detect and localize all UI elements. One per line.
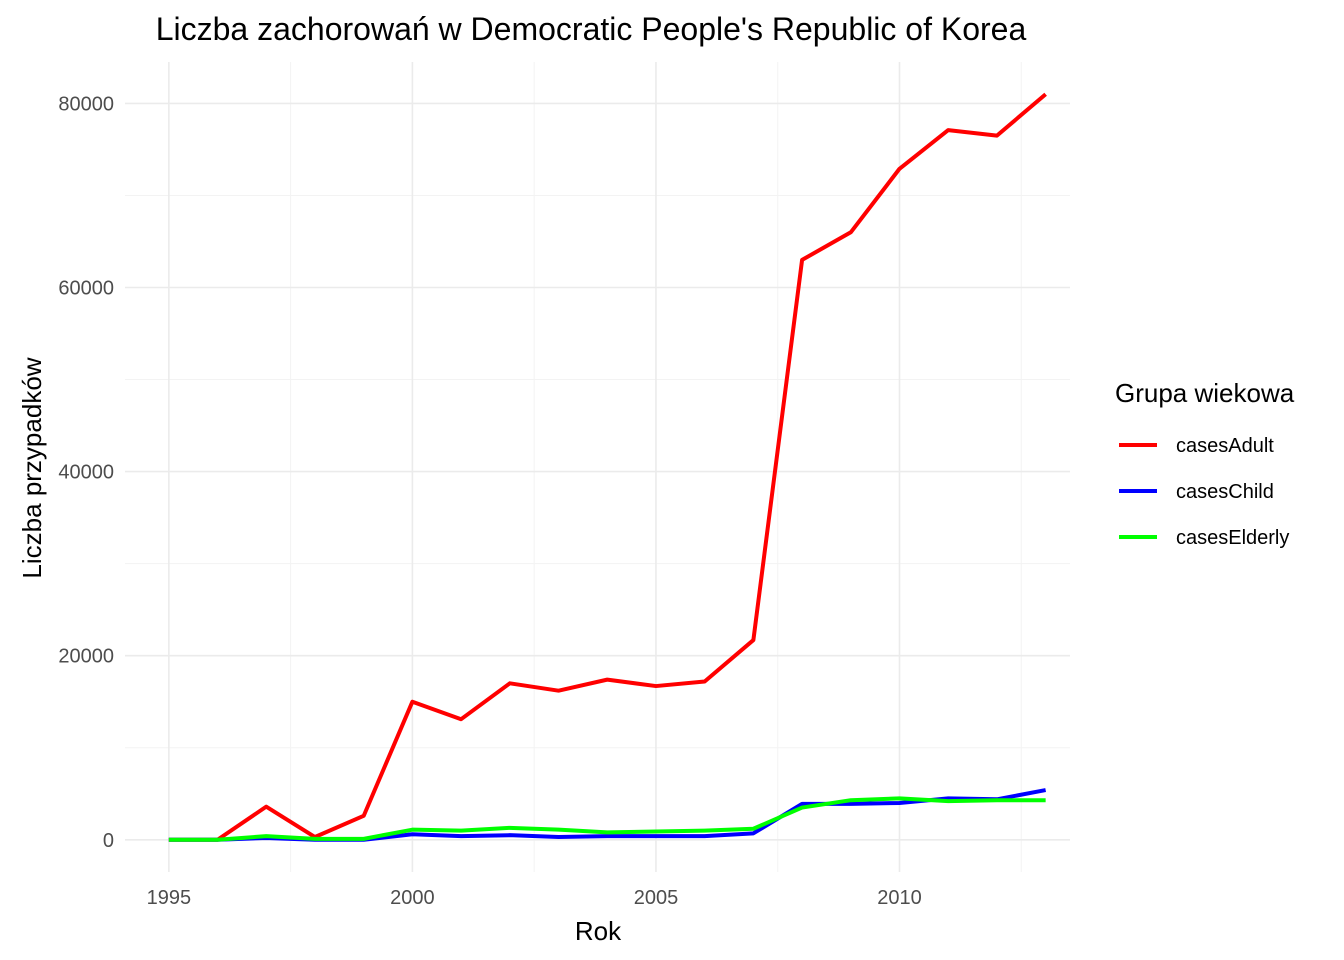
major-gridlines	[125, 62, 1070, 872]
x-tick-label: 1995	[147, 887, 192, 909]
x-tick-label: 2000	[390, 887, 435, 909]
y-tick-label: 40000	[58, 462, 114, 484]
y-tick-label: 20000	[58, 646, 114, 668]
x-axis-tick-labels: 1995 2000 2005 2010	[147, 887, 922, 909]
y-tick-label: 80000	[58, 93, 114, 115]
legend-label-casesElderly: casesElderly	[1176, 527, 1289, 549]
x-tick-label: 2005	[634, 887, 679, 909]
legend-label-casesAdult: casesAdult	[1176, 435, 1274, 457]
x-axis-title: Rok	[575, 916, 622, 946]
legend-title: Grupa wiekowa	[1115, 378, 1295, 408]
x-tick-label: 2010	[877, 887, 922, 909]
legend: Grupa wiekowa casesAdult casesChild casesE…	[1115, 378, 1295, 549]
legend-label-casesChild: casesChild	[1176, 481, 1274, 503]
series-line-casesElderly	[168, 796, 1046, 842]
y-tick-label: 60000	[58, 278, 114, 300]
minor-gridlines	[125, 62, 1070, 872]
series-lines	[168, 92, 1047, 842]
y-axis-tick-labels: 0 20000 40000 60000 80000	[58, 93, 114, 851]
y-tick-label: 0	[103, 830, 114, 852]
y-axis-title: Liczba przypadków	[17, 357, 47, 578]
chart-title: Liczba zachorowań w Democratic People's …	[156, 11, 1027, 47]
series-line-casesAdult	[168, 92, 1047, 842]
